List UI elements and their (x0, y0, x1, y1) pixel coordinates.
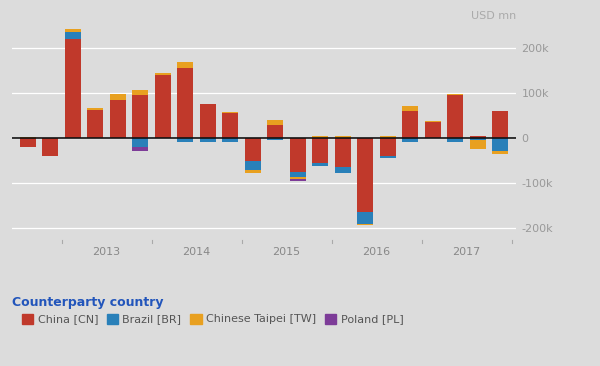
Bar (335, 167, 350, 173)
Bar (335, 138, 350, 167)
Bar (358, 212, 373, 224)
Bar (88, 110, 103, 138)
Bar (223, 112, 238, 113)
Bar (425, 120, 440, 122)
Bar (133, 90, 148, 96)
Text: 2016: 2016 (362, 247, 391, 257)
Text: USD mn: USD mn (471, 11, 516, 21)
Bar (380, 156, 395, 158)
Bar (65, 29, 80, 32)
Bar (290, 138, 305, 172)
Bar (403, 106, 418, 111)
Bar (110, 94, 125, 100)
Bar (88, 108, 103, 110)
Bar (178, 68, 193, 138)
Bar (403, 111, 418, 138)
Bar (290, 172, 305, 177)
Bar (65, 32, 80, 39)
Bar (245, 161, 260, 169)
Bar (358, 224, 373, 225)
Bar (470, 136, 485, 138)
Bar (380, 136, 395, 138)
Bar (313, 138, 328, 163)
Bar (20, 137, 35, 138)
Bar (178, 138, 193, 142)
Bar (313, 136, 328, 138)
Bar (448, 96, 463, 138)
Text: 2017: 2017 (452, 247, 481, 257)
Bar (245, 169, 260, 173)
Bar (223, 138, 238, 142)
Bar (200, 138, 215, 142)
Bar (133, 147, 148, 151)
Bar (470, 140, 485, 149)
Bar (425, 122, 440, 138)
Bar (110, 100, 125, 138)
Bar (290, 177, 305, 179)
Text: 2014: 2014 (182, 247, 211, 257)
Bar (470, 138, 485, 140)
Legend: China [CN], Brazil [BR], Chinese Taipei [TW], Poland [PL]: China [CN], Brazil [BR], Chinese Taipei … (17, 309, 408, 329)
Bar (493, 138, 508, 151)
Bar (358, 138, 373, 212)
Bar (133, 138, 148, 147)
Bar (493, 111, 508, 138)
Bar (223, 113, 238, 138)
Text: 2013: 2013 (92, 247, 121, 257)
Bar (43, 138, 58, 156)
Bar (155, 75, 170, 138)
Bar (133, 96, 148, 138)
Bar (268, 120, 283, 126)
Bar (313, 163, 328, 167)
Bar (448, 138, 463, 142)
Bar (245, 138, 260, 161)
Bar (380, 138, 395, 156)
Bar (268, 138, 283, 140)
Bar (200, 104, 215, 138)
Bar (155, 73, 170, 75)
Bar (290, 179, 305, 181)
Bar (178, 61, 193, 68)
Bar (493, 151, 508, 154)
Bar (335, 136, 350, 138)
Bar (268, 126, 283, 138)
Text: 2015: 2015 (272, 247, 301, 257)
Bar (448, 94, 463, 96)
Bar (20, 138, 35, 147)
Bar (403, 138, 418, 142)
Text: Counterparty country: Counterparty country (12, 296, 163, 309)
Bar (65, 39, 80, 138)
